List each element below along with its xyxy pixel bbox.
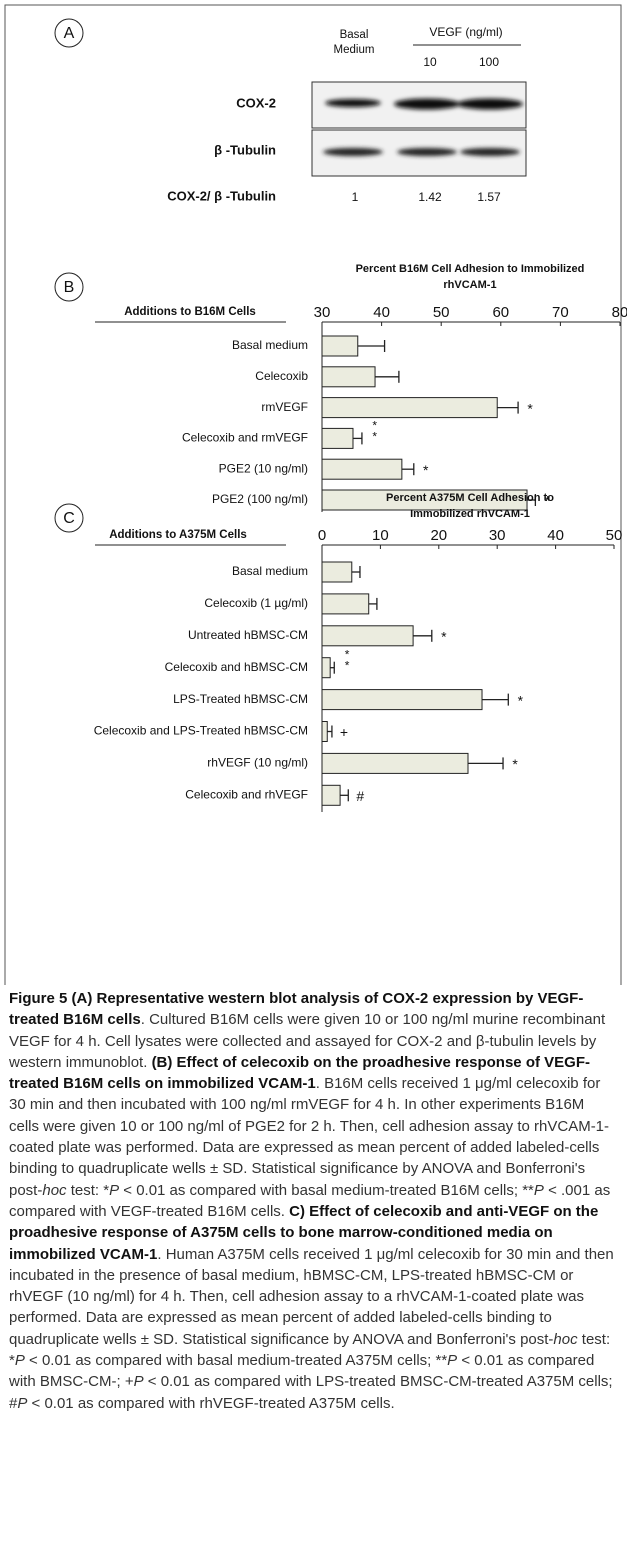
category-label: Basal medium <box>232 338 308 352</box>
panel-label: C <box>63 510 75 527</box>
category-label: PGE2 (100 ng/ml) <box>212 492 308 506</box>
x-tick-label: 50 <box>606 527 623 544</box>
panel-label: A <box>64 25 75 42</box>
caption-text: . Human A375M cells received 1 μg/ml cel… <box>9 1245 614 1348</box>
bar <box>321 366 376 388</box>
x-tick-label: 70 <box>552 304 569 321</box>
significance-marker: * <box>512 756 518 772</box>
x-tick-label: 80 <box>612 304 627 321</box>
chart-title: Percent B16M Cell Adhesion to Immobilize… <box>355 263 585 291</box>
caption: Figure 5 (A) Representative western blot… <box>9 988 615 1414</box>
caption-text: < 0.01 as compared with rhVEGF-treated A… <box>27 1394 395 1412</box>
category-label: rmVEGF <box>261 400 308 414</box>
significance-marker: ** <box>368 418 382 440</box>
ratio-value: 1.42 <box>418 190 442 204</box>
significance-marker: * <box>527 400 533 416</box>
dose-label: 100 <box>479 55 499 69</box>
bar <box>321 458 403 480</box>
caption-text: C) Effect of celecoxib and anti-VEGF on … <box>9 1202 599 1263</box>
x-tick-label: 10 <box>372 527 389 544</box>
ratio-value: 1 <box>352 190 359 204</box>
caption-text: P <box>133 1373 144 1391</box>
caption-text: test: * <box>9 1330 611 1370</box>
significance-marker: ** <box>340 648 354 670</box>
blot-bands <box>323 98 523 156</box>
category-header: Additions to B16M Cells <box>124 306 256 318</box>
row-label: β -Tubulin <box>214 142 276 157</box>
caption-text: P <box>17 1394 28 1412</box>
bar <box>321 397 498 419</box>
caption-text: < 0.01 as compared with BMSC-CM-; + <box>9 1352 595 1391</box>
category-label: Celecoxib <box>255 369 308 383</box>
x-tick-label: 40 <box>547 527 564 544</box>
caption-text: P <box>14 1352 25 1370</box>
x-tick-label: 50 <box>433 304 450 321</box>
bar <box>321 427 354 449</box>
caption-text: P <box>109 1181 120 1199</box>
significance-marker: + <box>340 724 348 740</box>
bar <box>321 784 341 806</box>
column-header: Basal Medium <box>333 29 375 56</box>
bar <box>321 335 359 357</box>
category-label: rhVEGF (10 ng/ml) <box>207 756 308 770</box>
group-header: VEGF (ng/ml) <box>429 25 502 39</box>
dose-label: 10 <box>423 55 437 69</box>
chart-title: Percent A375M Cell Adhesion to Immobiliz… <box>386 492 554 520</box>
significance-marker: * <box>441 629 447 645</box>
x-tick-label: 0 <box>318 527 326 544</box>
figure: A VEGF (ng/ml) 10 100 COX-2 β -Tubulin C… <box>4 4 627 985</box>
significance-marker: * <box>423 462 429 478</box>
bar <box>321 593 370 615</box>
ratio-label: COX-2/ β -Tubulin <box>167 188 276 203</box>
ratio-value: 1.57 <box>477 190 501 204</box>
x-tick-label: 30 <box>489 527 506 544</box>
caption-text: < 0.01 as compared with basal medium-tre… <box>24 1352 448 1370</box>
bar <box>321 625 414 647</box>
x-tick-label: 30 <box>314 304 331 321</box>
category-label: Celecoxib and rhVEGF <box>185 787 308 801</box>
caption-text: . B16M cells received 1 μg/ml celecoxib … <box>9 1075 610 1199</box>
caption-text: < .001 as compared with VEGF-treated B16… <box>9 1181 611 1220</box>
panel-circle <box>54 18 84 48</box>
category-label: Untreated hBMSC-CM <box>188 628 308 642</box>
row-label: COX-2 <box>236 95 276 110</box>
panel-circle <box>54 503 84 533</box>
caption-text: P <box>447 1352 458 1370</box>
x-tick-label: 40 <box>373 304 390 321</box>
x-tick-label: 20 <box>430 527 447 544</box>
caption-text: Figure 5 (A) Representative western blot… <box>9 990 584 1029</box>
significance-marker: # <box>356 788 364 804</box>
caption-text: hoc <box>553 1330 578 1348</box>
category-label: Basal medium <box>232 564 308 578</box>
caption-text: < 0.01 as compared with basal medium-tre… <box>119 1181 534 1199</box>
significance-marker: * <box>545 493 551 509</box>
category-label: Celecoxib and hBMSC-CM <box>165 660 308 674</box>
caption-text: (B) Effect of celecoxib on the proadhesi… <box>9 1053 590 1093</box>
bar <box>321 689 483 711</box>
category-label: PGE2 (10 ng/ml) <box>219 461 308 475</box>
category-label: Celecoxib and LPS-Treated hBMSC-CM <box>94 724 308 738</box>
category-label: Celecoxib (1 µg/ml) <box>204 596 308 610</box>
bar <box>321 561 353 583</box>
panel-label: B <box>64 279 75 296</box>
category-label: Celecoxib and rmVEGF <box>182 431 308 445</box>
caption-text: < 0.01 as compared with LPS-treated BMSC… <box>9 1373 613 1412</box>
caption-text: P <box>533 1181 544 1199</box>
caption-text: test: * <box>66 1181 110 1199</box>
category-label: LPS-Treated hBMSC-CM <box>173 692 308 706</box>
bar <box>321 657 331 679</box>
bar <box>321 752 469 774</box>
bar <box>321 721 328 742</box>
category-header: Additions to A375M Cells <box>109 529 247 541</box>
x-tick-label: 60 <box>492 304 509 321</box>
panel-circle <box>54 272 84 302</box>
caption-text: . Cultured B16M cells were given 10 or 1… <box>9 1011 606 1071</box>
significance-marker: * <box>518 692 524 708</box>
caption-text: hoc <box>42 1181 67 1199</box>
frame <box>4 4 622 985</box>
